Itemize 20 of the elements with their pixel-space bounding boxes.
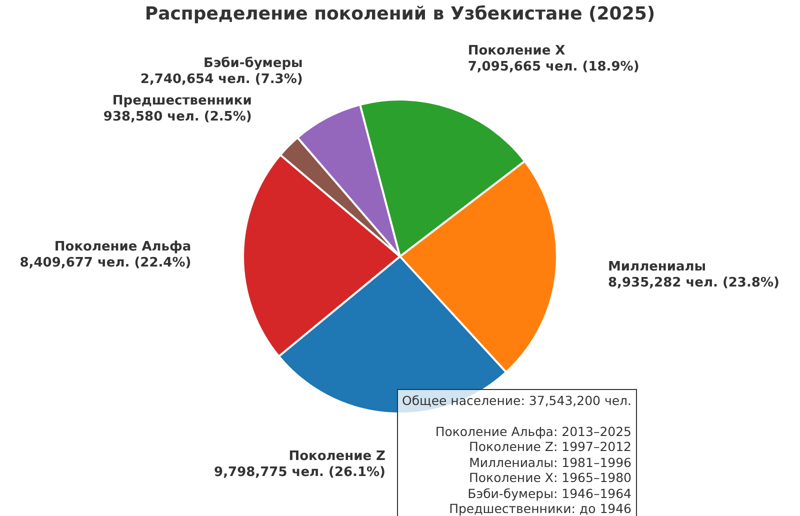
text: Предшественники: до 1946	[448, 501, 632, 516]
text: Поколение X: 1965–1980	[468, 470, 632, 486]
text: Бэби-бумеры: 1946–1964	[466, 486, 632, 501]
data-label: 2,740,654 чел. (7.3%)	[140, 72, 303, 88]
slice-label: Бэби-бумеры	[204, 56, 303, 72]
slice-label: Поколение Альфа	[54, 239, 192, 254]
text: Поколение Альфа: 2013–2025	[434, 424, 632, 439]
data-label: 8,409,677 чел. (22.4%)	[20, 255, 192, 270]
data-label: 8,935,282 чел. (23.8%)	[608, 275, 780, 290]
slice-label: Поколение X	[468, 43, 566, 58]
chart-title: Распределение поколений в Узбекистане (2025)	[144, 4, 656, 25]
slice-label: Поколение Z	[288, 449, 386, 464]
text: Общее население: 37,543,200 чел.	[402, 393, 632, 408]
data-label: 938,580 чел. (2.5%)	[103, 110, 252, 125]
data-label: 7,095,665 чел. (18.9%)	[468, 59, 640, 74]
data-label: 9,798,775 чел. (26.1%)	[214, 465, 386, 480]
slice-label: Миллениалы	[608, 259, 706, 274]
text: Поколение Z: 1997–2012	[468, 439, 632, 454]
text: Миллениалы: 1981–1996	[468, 454, 632, 470]
slice-label: Предшественники	[112, 94, 252, 109]
